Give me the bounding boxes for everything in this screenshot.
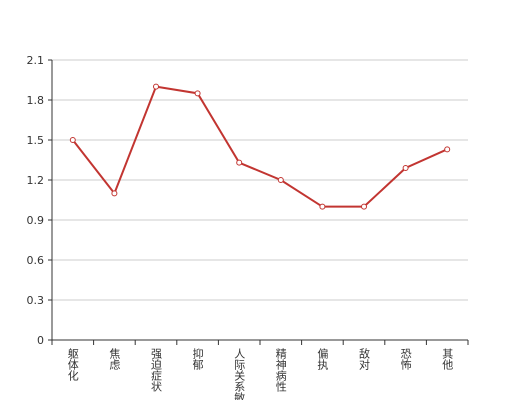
x-tick-label: 恐怖: [399, 348, 412, 370]
point: [111, 190, 118, 197]
point: [277, 177, 284, 183]
x-tick-label: 精神病性: [274, 348, 287, 393]
x-tick-label: 偏执: [316, 347, 329, 371]
point: [236, 159, 243, 166]
y-tick-label: 0: [37, 334, 44, 347]
x-tick-label: 焦虑: [108, 348, 121, 370]
x-tick-label: 其他: [441, 348, 454, 370]
y-tick-label: 0.6: [27, 254, 45, 267]
y-tick-label: 2.1: [27, 54, 45, 67]
y-tick-label: 1.8: [27, 94, 45, 107]
y-tick-label: 1.5: [27, 134, 45, 147]
point: [444, 146, 451, 153]
point: [153, 83, 159, 90]
y-tick-label: 1.2: [27, 174, 45, 187]
y-tick-label: 0.9: [27, 214, 45, 227]
x-tick-label: 躯体化: [66, 348, 79, 382]
y-tick-label: 0.3: [27, 294, 45, 307]
x-tick-label: 人际关系敏感: [233, 348, 246, 400]
point: [361, 203, 367, 210]
x-tick-label: 抑郁: [191, 347, 204, 370]
point: [194, 90, 201, 97]
point: [319, 203, 326, 210]
x-tick-label: 敌对: [358, 347, 371, 370]
line: [72, 85, 448, 208]
point: [402, 165, 409, 171]
x-tick-label: 强迫症状: [150, 348, 163, 392]
point: [69, 137, 76, 143]
